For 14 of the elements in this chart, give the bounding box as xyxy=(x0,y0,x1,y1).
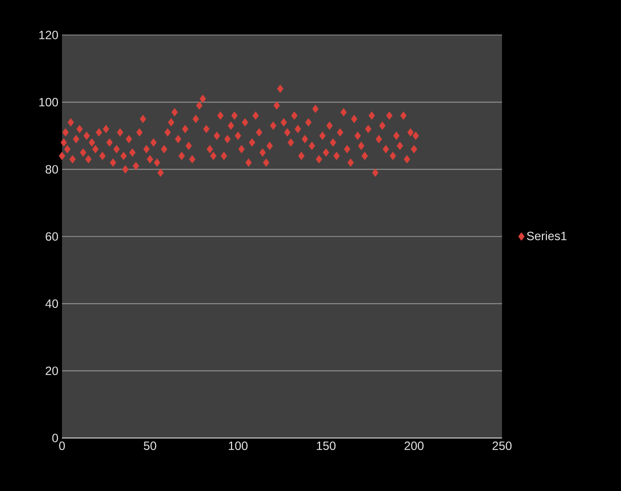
y-tick-label: 120 xyxy=(39,30,58,40)
y-tick-label: 20 xyxy=(46,366,58,376)
y-tick-label: 60 xyxy=(46,232,58,241)
x-tick-label: 150 xyxy=(316,442,336,450)
x-tick-label: 200 xyxy=(404,442,424,450)
y-tick-label: 40 xyxy=(45,299,58,308)
y-tick-label: 100 xyxy=(39,98,58,106)
legend-label: Series1 xyxy=(526,231,566,240)
x-tick-label: 250 xyxy=(492,442,512,450)
x-tick-label: 0 xyxy=(59,442,65,450)
y-tick-label: 80 xyxy=(46,165,58,174)
x-tick-label: 50 xyxy=(144,442,156,450)
x-tick-label: 100 xyxy=(228,442,248,450)
y-tick-label: 0 xyxy=(52,434,58,442)
